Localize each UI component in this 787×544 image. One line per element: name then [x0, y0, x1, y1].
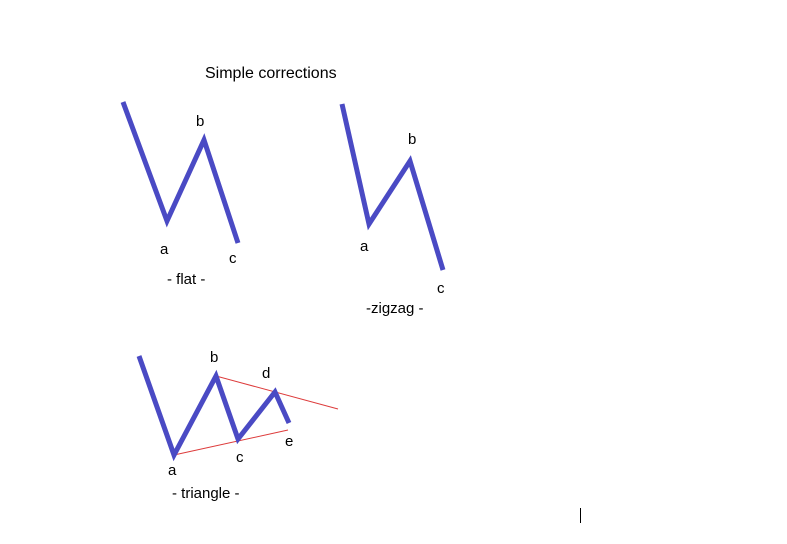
- zigzag-caption: -zigzag -: [366, 300, 424, 317]
- triangle-label-a: a: [168, 462, 177, 479]
- triangle-wave-line: [136, 355, 292, 462]
- diagram-title: Simple corrections: [205, 65, 337, 82]
- triangle-label-e: e: [285, 433, 294, 450]
- zigzag-label-c: c: [437, 280, 445, 297]
- zigzag-label-b: b: [408, 131, 417, 148]
- triangle-label-d: d: [262, 365, 271, 382]
- triangle-caption: - triangle -: [172, 485, 240, 502]
- flat-label-b: b: [196, 113, 205, 130]
- zigzag-wave-line: [339, 103, 446, 271]
- flat-label-a: a: [160, 241, 169, 258]
- zigzag-label-a: a: [360, 238, 369, 255]
- flat-wave-line: [120, 101, 241, 244]
- triangle-label-c: c: [236, 449, 244, 466]
- triangle-label-b: b: [210, 349, 219, 366]
- flat-caption: - flat -: [167, 271, 206, 288]
- flat-label-c: c: [229, 250, 237, 267]
- text-cursor: [580, 508, 581, 523]
- triangle-lower-trendline: [173, 429, 289, 456]
